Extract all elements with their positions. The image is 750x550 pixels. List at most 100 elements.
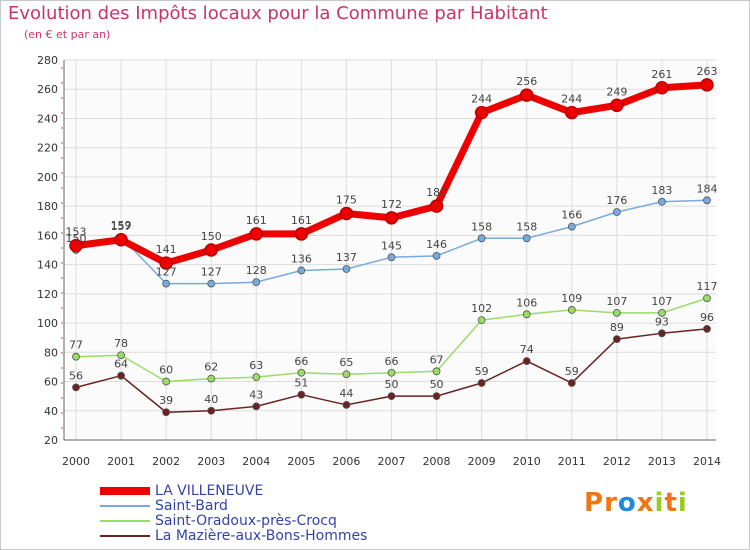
- data-point: [612, 335, 621, 344]
- y-tick-label: 180: [37, 200, 58, 213]
- logo-letter: i: [654, 488, 665, 518]
- x-tick-label: 2000: [62, 455, 90, 468]
- legend-item: LA VILLENEUVE: [100, 484, 500, 499]
- data-point: [522, 357, 531, 365]
- data-label: 59: [475, 365, 489, 378]
- legend-swatch: [100, 505, 150, 507]
- data-label: 96: [700, 311, 714, 324]
- y-tick-label: 200: [37, 171, 58, 184]
- data-label: 67: [430, 353, 444, 366]
- data-label: 137: [336, 251, 357, 264]
- y-tick-label: 40: [44, 405, 58, 418]
- plot-area: [64, 60, 716, 440]
- y-tick-label: 20: [44, 434, 58, 447]
- data-point: [477, 379, 486, 387]
- data-point: [294, 227, 309, 241]
- data-point: [297, 266, 306, 275]
- x-tick-label: 2006: [332, 455, 360, 468]
- data-label: 180: [426, 186, 447, 199]
- data-point: [387, 368, 396, 377]
- data-label: 244: [471, 93, 492, 106]
- data-label: 59: [565, 365, 579, 378]
- data-point: [72, 383, 80, 392]
- x-tick-label: 2014: [693, 455, 721, 468]
- data-point: [655, 81, 669, 95]
- logo-letter: t: [664, 488, 678, 518]
- data-label: 128: [246, 264, 267, 277]
- data-label: 244: [561, 93, 582, 106]
- data-label: 150: [201, 230, 222, 243]
- data-label: 64: [114, 358, 128, 371]
- data-point: [117, 351, 125, 360]
- data-point: [703, 294, 711, 303]
- data-label: 93: [655, 315, 669, 328]
- data-point: [252, 402, 261, 411]
- legend-label: LA VILLENEUVE: [155, 483, 264, 499]
- data-point: [342, 401, 351, 409]
- data-point: [429, 199, 444, 213]
- data-label: 157: [111, 220, 132, 233]
- data-point: [703, 196, 711, 205]
- data-point: [700, 78, 714, 92]
- data-label: 150: [66, 232, 87, 245]
- data-label: 184: [697, 182, 718, 195]
- data-label: 256: [516, 75, 537, 88]
- data-point: [432, 251, 441, 260]
- x-tick-label: 2012: [603, 455, 631, 468]
- data-point: [114, 233, 128, 247]
- legend-label: La Mazière-aux-Bons-Hommes: [155, 528, 368, 544]
- y-tick-label: 260: [37, 83, 58, 96]
- data-label: 166: [561, 209, 582, 222]
- data-label: 39: [159, 394, 173, 407]
- data-point: [612, 208, 621, 216]
- data-point: [387, 253, 396, 262]
- data-point: [342, 265, 351, 273]
- data-label: 127: [201, 266, 222, 279]
- y-tick-label: 80: [44, 346, 58, 359]
- data-label: 102: [471, 302, 492, 315]
- data-label: 172: [381, 198, 402, 211]
- data-label: 263: [697, 65, 718, 78]
- data-point: [204, 243, 218, 257]
- data-point: [342, 370, 351, 379]
- legend-label: Saint-Oradoux-près-Crocq: [155, 513, 337, 529]
- data-label: 56: [69, 369, 83, 382]
- data-point: [159, 256, 173, 270]
- data-label: 107: [651, 295, 672, 308]
- legend-swatch: [100, 520, 150, 522]
- data-point: [252, 373, 261, 382]
- data-label: 50: [385, 378, 399, 391]
- x-tick-label: 2009: [468, 455, 496, 468]
- data-label: 40: [204, 393, 218, 406]
- x-tick-label: 2010: [513, 455, 541, 468]
- x-tick-label: 2008: [423, 455, 451, 468]
- data-point: [432, 367, 441, 376]
- proxiti-logo: Proxiti: [584, 488, 688, 518]
- data-label: 51: [294, 377, 308, 390]
- data-label: 109: [561, 292, 582, 305]
- x-tick-label: 2011: [558, 455, 586, 468]
- x-tick-label: 2013: [648, 455, 676, 468]
- logo-letter: o: [617, 488, 637, 518]
- y-tick-label: 280: [37, 54, 58, 67]
- data-point: [162, 279, 171, 288]
- data-point: [519, 88, 534, 102]
- data-label: 161: [246, 214, 267, 227]
- data-point: [658, 329, 666, 338]
- data-point: [612, 308, 621, 317]
- data-point: [432, 392, 441, 401]
- data-point: [477, 316, 486, 325]
- data-point: [207, 279, 216, 288]
- data-point: [565, 105, 579, 120]
- legend-swatch: [100, 487, 150, 495]
- data-point: [522, 234, 531, 243]
- data-point: [207, 374, 216, 383]
- data-point: [658, 308, 666, 317]
- data-label: 66: [294, 355, 308, 368]
- y-tick-label: 140: [37, 259, 58, 272]
- x-tick-label: 2007: [378, 455, 406, 468]
- data-label: 136: [291, 252, 312, 265]
- legend-item: Saint-Bard: [100, 499, 500, 514]
- data-point: [610, 98, 624, 113]
